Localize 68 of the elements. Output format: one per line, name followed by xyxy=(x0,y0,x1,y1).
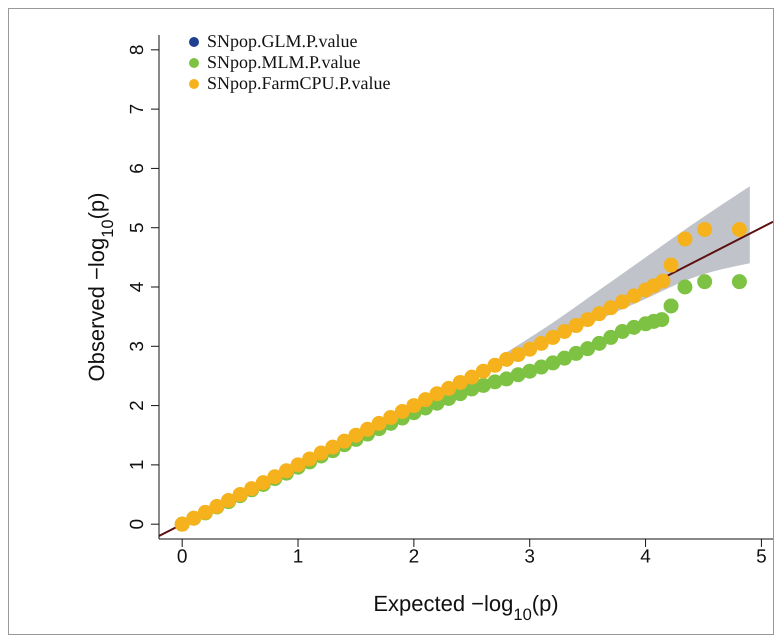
point xyxy=(556,350,572,366)
point xyxy=(603,300,618,316)
point xyxy=(418,392,433,408)
point xyxy=(510,347,526,362)
point xyxy=(336,434,352,449)
point xyxy=(697,222,712,237)
point xyxy=(626,288,642,304)
legend-label: SNpop.MLM.P.value xyxy=(207,52,361,73)
point xyxy=(441,380,456,396)
y-tick-label: 6 xyxy=(127,163,148,174)
point xyxy=(522,364,538,379)
point xyxy=(372,416,387,431)
y-tick-label: 8 xyxy=(127,44,148,56)
point xyxy=(592,336,607,351)
y-tick-label: 7 xyxy=(127,104,148,114)
point xyxy=(510,367,526,382)
point xyxy=(522,342,538,357)
point xyxy=(732,274,747,290)
point xyxy=(592,306,607,322)
point xyxy=(545,330,560,345)
point xyxy=(430,386,445,402)
point xyxy=(568,346,584,361)
point xyxy=(677,231,692,246)
y-tick-label: 0 xyxy=(127,518,148,530)
point xyxy=(545,355,560,370)
point xyxy=(697,274,712,290)
point xyxy=(677,280,692,294)
point xyxy=(360,422,376,437)
point xyxy=(476,364,491,379)
point xyxy=(568,318,584,334)
y-tick-label: 2 xyxy=(127,400,148,411)
point xyxy=(664,258,679,273)
point xyxy=(655,274,670,289)
point xyxy=(325,440,340,455)
x-tick-label: 5 xyxy=(756,546,767,568)
point xyxy=(406,398,422,414)
point xyxy=(580,312,596,328)
point xyxy=(603,330,618,345)
x-tick-label: 4 xyxy=(640,546,652,568)
point xyxy=(499,371,514,386)
y-tick-label: 4 xyxy=(127,281,148,292)
point xyxy=(499,352,514,367)
y-tick-label: 1 xyxy=(127,460,148,470)
point xyxy=(394,404,410,420)
y-tick-label: 5 xyxy=(127,222,148,233)
point xyxy=(614,294,630,310)
x-tick-label: 1 xyxy=(292,546,304,568)
x-axis-title: Expected −log$_{10}$(p) xyxy=(373,591,559,624)
point xyxy=(302,451,318,466)
point xyxy=(534,360,549,375)
point xyxy=(732,222,747,237)
legend-label: SNpop.FarmCPU.P.value xyxy=(207,73,391,94)
point xyxy=(348,428,364,443)
y-tick-label: 3 xyxy=(127,341,148,352)
point xyxy=(452,374,468,390)
point xyxy=(664,298,679,314)
point xyxy=(534,336,549,351)
point xyxy=(580,341,596,356)
point xyxy=(654,312,670,328)
x-tick-label: 2 xyxy=(408,546,420,568)
point xyxy=(464,370,480,385)
point xyxy=(383,410,398,425)
point xyxy=(614,324,630,339)
x-tick-label: 0 xyxy=(176,546,188,568)
point xyxy=(487,358,502,373)
legend-label: SNpop.GLM.P.value xyxy=(207,31,358,52)
point xyxy=(556,324,572,339)
x-tick-label: 3 xyxy=(524,546,536,568)
